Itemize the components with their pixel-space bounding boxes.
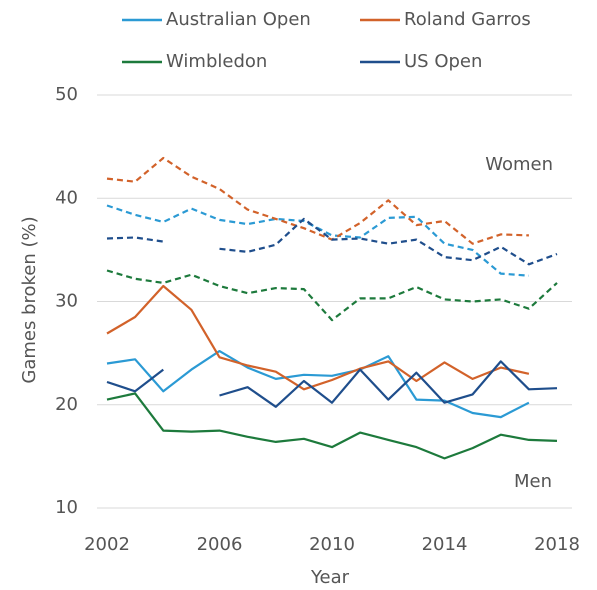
y-tick-label: 20 [55, 394, 78, 415]
line-men [106, 360, 558, 408]
legend-label: US Open [404, 51, 482, 72]
legend-label: Roland Garros [404, 9, 531, 30]
x-tick-label: 2002 [84, 534, 130, 555]
y-axis-label: Games broken (%) [19, 216, 40, 383]
legend-label: Wimbledon [166, 51, 267, 72]
line-women [106, 204, 529, 277]
x-tick-label: 2014 [422, 534, 468, 555]
annotation: Men [514, 471, 552, 492]
y-tick-label: 30 [55, 291, 78, 312]
line-women [106, 269, 558, 322]
line-women [106, 156, 529, 245]
x-tick-label: 2018 [534, 534, 580, 555]
x-tick-label: 2010 [309, 534, 355, 555]
y-tick-label: 40 [55, 187, 78, 208]
line-men [106, 284, 530, 391]
line-men [106, 350, 530, 419]
y-tick-label: 50 [55, 84, 78, 105]
legend-label: Australian Open [166, 9, 311, 30]
y-tick-label: 10 [55, 497, 78, 518]
x-axis-label: Year [310, 567, 350, 588]
line-women [106, 217, 558, 266]
line-men [106, 392, 558, 460]
annotation: Women [485, 154, 553, 175]
x-tick-label: 2006 [197, 534, 243, 555]
